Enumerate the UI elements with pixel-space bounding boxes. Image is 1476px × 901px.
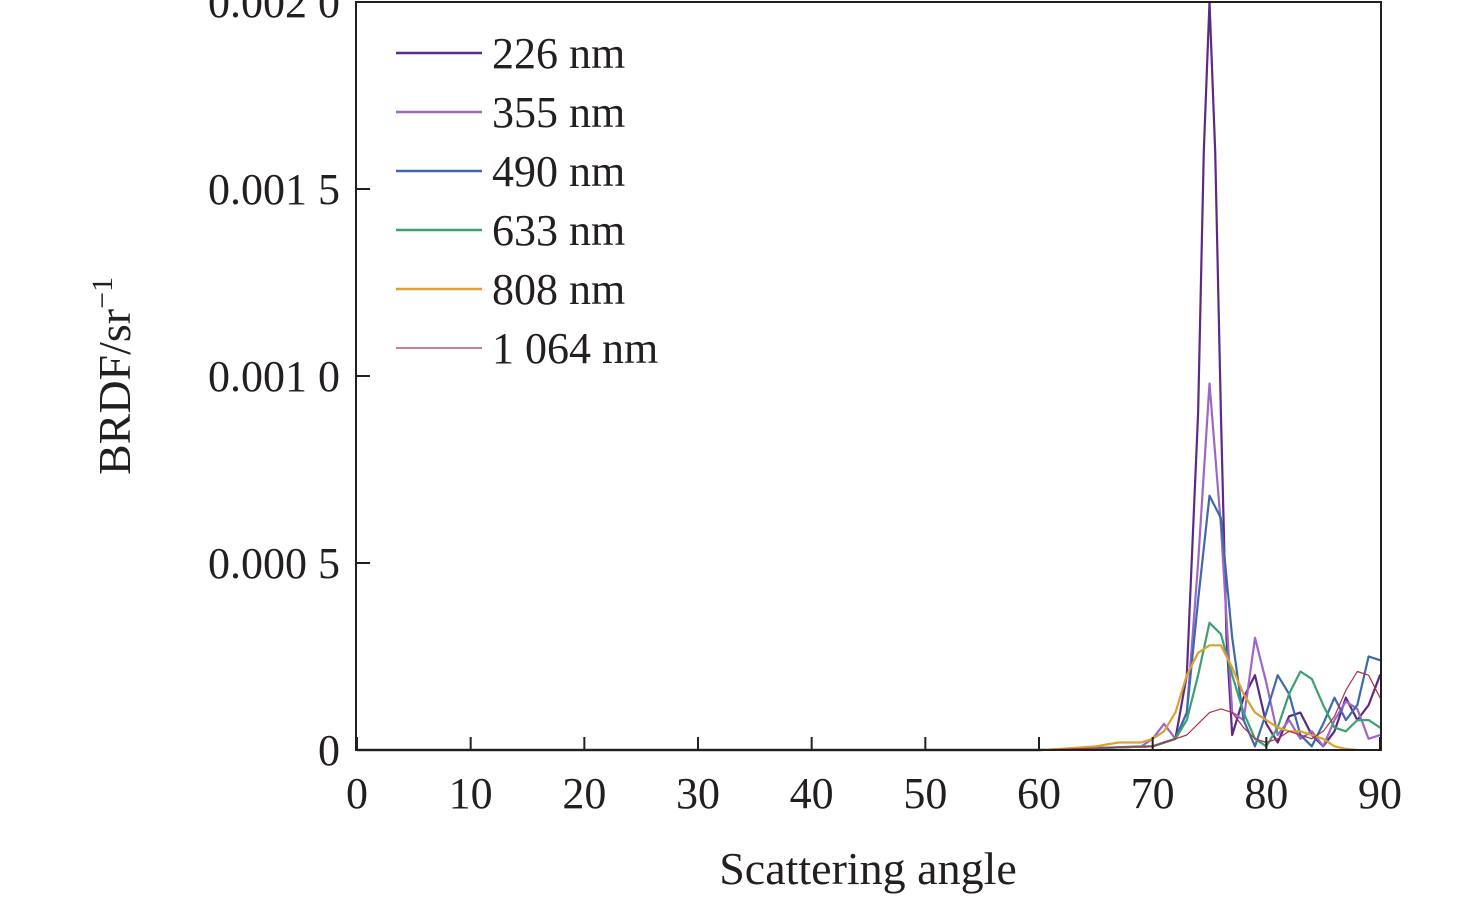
legend-label-4: 633 nm [492, 206, 625, 255]
y-axis-title: BRDF/sr−1 [86, 277, 140, 475]
legend-label-1: 226 nm [492, 29, 625, 78]
x-tick-label: 70 [1131, 769, 1175, 818]
plot-frame [355, 1, 1382, 751]
series-line-6 [356, 670, 1381, 751]
x-tick-label: 60 [1017, 769, 1061, 818]
x-axis-ticks: 0 10 20 30 40 50 60 70 80 90 [346, 737, 1402, 818]
legend-label-5: 808 nm [492, 265, 625, 314]
series-line-3 [355, 494, 1382, 752]
x-axis-title: Scattering angle [719, 843, 1017, 894]
y-tick-label: 0.001 0 [208, 352, 340, 401]
series-line-5 [355, 644, 1359, 752]
legend-label-2: 355 nm [492, 88, 625, 137]
y-tick-label: 0.001 5 [208, 165, 340, 214]
series-line-2 [355, 382, 1382, 752]
x-tick-label: 90 [1358, 769, 1402, 818]
y-axis-ticks: 0 0.000 5 0.001 0 0.001 5 0.002 0 [208, 0, 370, 775]
series-line-4 [355, 621, 1382, 752]
y-tick-label: 0.000 5 [208, 539, 340, 588]
y-axis-title-superscript: −1 [86, 277, 119, 309]
x-tick-label: 10 [449, 769, 493, 818]
legend-label-3: 490 nm [492, 147, 625, 196]
series-layer [355, 0, 1382, 752]
y-axis-title-main: BRDF/sr [89, 309, 140, 475]
y-tick-label: 0 [318, 726, 340, 775]
x-tick-label: 30 [676, 769, 720, 818]
x-tick-label: 0 [346, 769, 368, 818]
legend: 226 nm 355 nm 490 nm 633 nm 808 nm 1 064 nm [396, 29, 658, 373]
legend-label-6: 1 064 nm [492, 324, 658, 373]
x-tick-label: 40 [790, 769, 834, 818]
y-tick-label: 0.002 0 [208, 0, 340, 27]
x-tick-label: 50 [903, 769, 947, 818]
x-tick-label: 80 [1244, 769, 1288, 818]
x-tick-label: 20 [562, 769, 606, 818]
